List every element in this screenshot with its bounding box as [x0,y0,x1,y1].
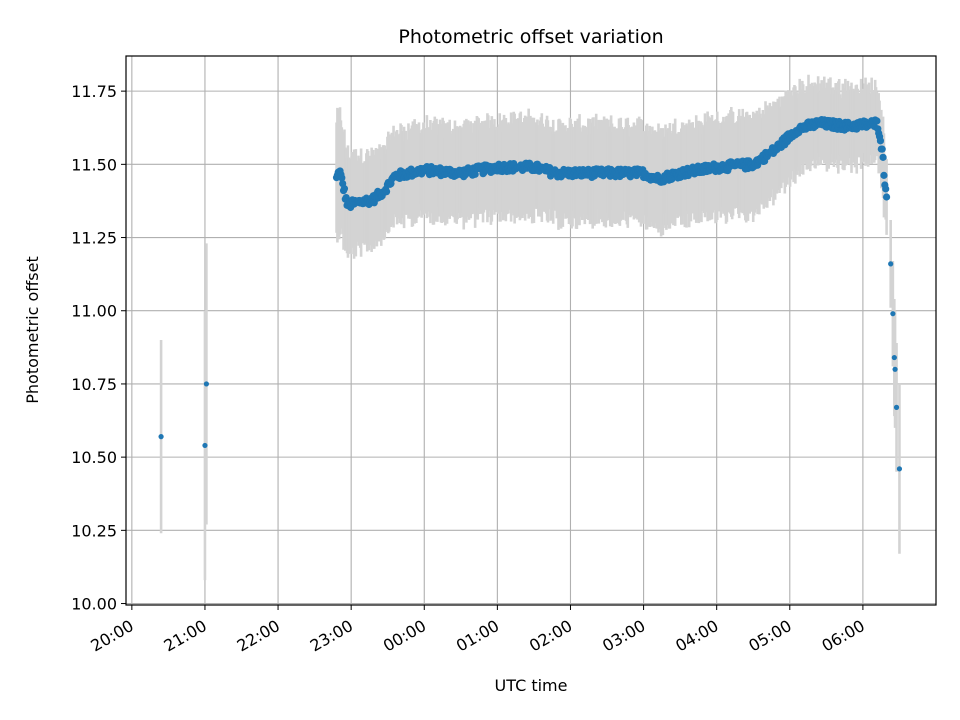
data-point [338,174,346,182]
chart-title: Photometric offset variation [398,26,663,48]
data-point [890,311,896,317]
data-point [873,117,881,125]
data-point [471,170,479,178]
plot-frame [125,55,937,606]
data-point [203,381,210,387]
data-point [891,354,897,361]
y-tick-label: 10.00 [71,595,117,614]
data-point [892,366,898,372]
y-tick-label: 10.25 [71,521,117,540]
y-tick-label: 11.00 [71,302,117,321]
data-point [340,185,349,193]
y-tick-label: 10.75 [71,375,117,394]
x-axis-label: UTC time [495,676,568,695]
y-axis-label: Photometric offset [23,256,42,404]
data-point [896,466,903,472]
data-points [158,115,903,472]
data-point [882,185,890,193]
y-tick-label: 11.25 [71,229,117,248]
data-point [878,145,886,153]
data-point [202,442,208,449]
error-bars [159,74,901,581]
data-point [158,434,164,440]
data-point [880,171,888,179]
data-point [888,261,894,267]
y-tick-label: 11.75 [71,82,117,101]
data-point [879,153,887,161]
y-axis-ticks: 10.00 10.25 10.50 10.75 11.00 11.25 11.50 11.75 [71,82,126,614]
y-tick-label: 11.50 [71,155,117,174]
data-point [876,137,885,145]
data-point [882,193,891,201]
data-point [382,188,391,196]
data-point [893,404,900,410]
y-tick-label: 10.50 [71,448,117,467]
